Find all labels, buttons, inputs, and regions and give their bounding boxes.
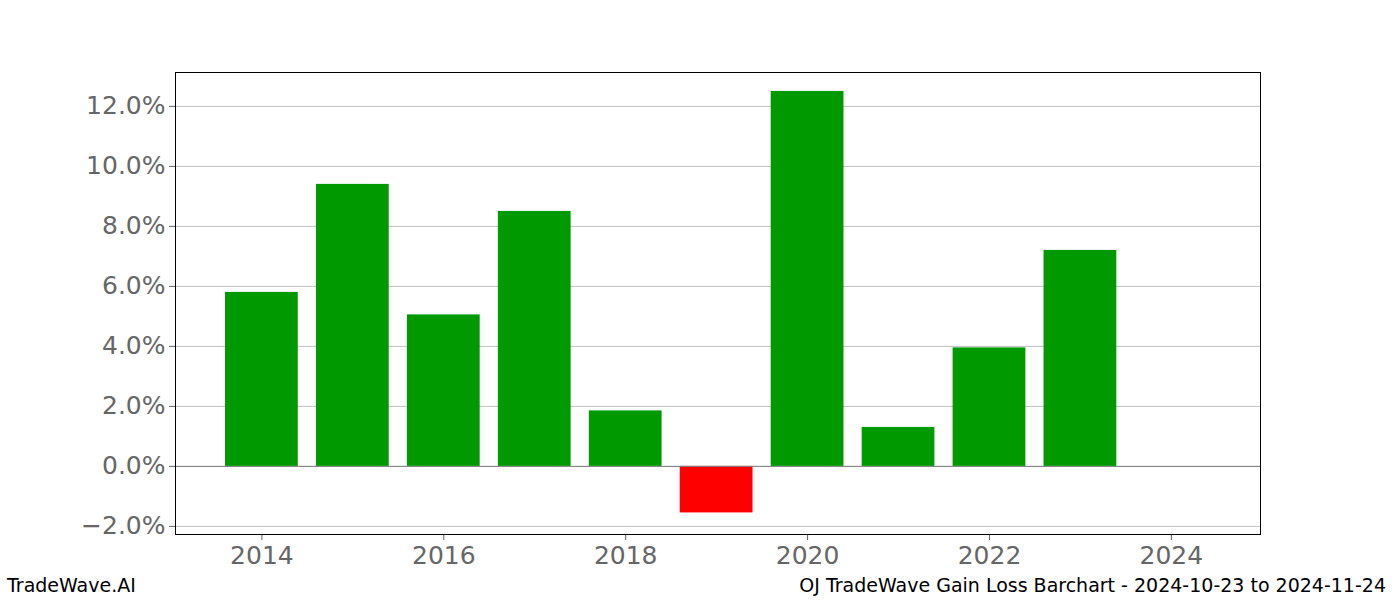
svg-text:2018: 2018 xyxy=(594,541,658,570)
svg-text:0.0%: 0.0% xyxy=(102,451,166,480)
svg-text:2022: 2022 xyxy=(958,541,1022,570)
svg-text:2024: 2024 xyxy=(1140,541,1204,570)
svg-text:2.0%: 2.0% xyxy=(102,391,166,420)
svg-text:12.0%: 12.0% xyxy=(86,91,165,120)
svg-text:10.0%: 10.0% xyxy=(86,151,165,180)
svg-text:2014: 2014 xyxy=(230,541,294,570)
html-text:TradeWave.AI: TradeWave.AI xyxy=(7,574,136,596)
html-text:OJ TradeWave Gain Loss Barchar: OJ TradeWave Gain Loss Barchart - 2024-1… xyxy=(799,574,1386,596)
svg-text:8.0%: 8.0% xyxy=(102,211,166,240)
svg-text:−2.0%: −2.0% xyxy=(81,511,165,540)
svg-text:4.0%: 4.0% xyxy=(102,331,166,360)
svg-text:6.0%: 6.0% xyxy=(102,271,166,300)
svg-text:2016: 2016 xyxy=(412,541,476,570)
svg-text:2020: 2020 xyxy=(776,541,840,570)
